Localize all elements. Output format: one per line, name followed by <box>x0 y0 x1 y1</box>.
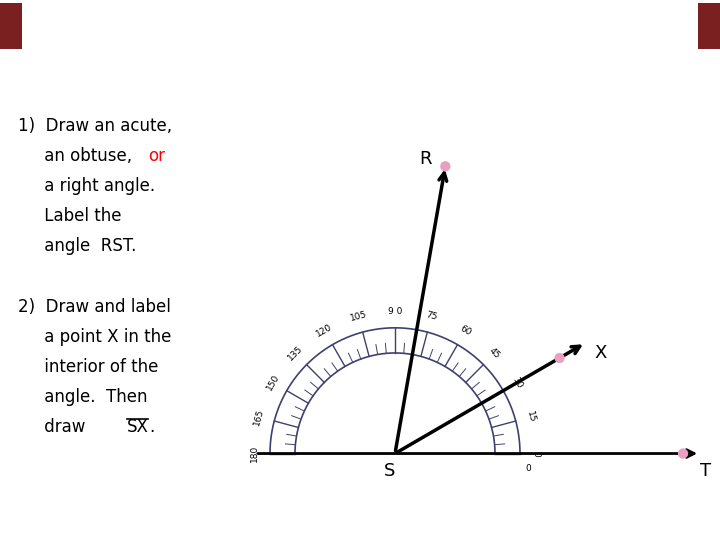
Point <box>440 162 451 171</box>
Text: 9 0: 9 0 <box>388 307 402 316</box>
Text: a point X in the: a point X in the <box>18 328 171 346</box>
Bar <box>698 3 720 49</box>
Text: 60: 60 <box>458 324 473 338</box>
Text: X: X <box>595 344 607 362</box>
Text: interior of the: interior of the <box>18 358 158 376</box>
Text: Label the: Label the <box>18 207 122 225</box>
Text: 2)  Draw and label: 2) Draw and label <box>18 298 171 316</box>
Text: 30: 30 <box>510 375 524 390</box>
Text: 15: 15 <box>526 410 537 423</box>
Text: a right angle.: a right angle. <box>18 177 155 195</box>
Text: 75: 75 <box>425 310 438 322</box>
Text: S: S <box>384 462 396 480</box>
Text: 120: 120 <box>315 322 334 339</box>
Text: 105: 105 <box>349 310 368 323</box>
Point <box>678 449 689 458</box>
Text: 1)  Draw an acute,: 1) Draw an acute, <box>18 117 172 134</box>
Text: T: T <box>701 462 711 480</box>
Text: 45: 45 <box>487 346 502 361</box>
Text: 180: 180 <box>250 445 258 462</box>
Text: The Angle Addition Postulate: The Angle Addition Postulate <box>212 17 508 35</box>
Text: 0: 0 <box>525 463 531 472</box>
Text: an obtuse,: an obtuse, <box>18 147 138 165</box>
Text: 150: 150 <box>265 373 281 393</box>
Bar <box>0 3 22 49</box>
Text: .: . <box>149 418 154 436</box>
Point <box>554 354 565 362</box>
Text: draw: draw <box>18 418 96 436</box>
Text: 0: 0 <box>531 451 541 456</box>
Text: or: or <box>148 147 165 165</box>
Text: 165: 165 <box>252 407 266 426</box>
Text: SX: SX <box>127 418 149 436</box>
Text: angle.  Then: angle. Then <box>18 388 148 406</box>
Text: 135: 135 <box>286 344 305 362</box>
Text: angle  RST.: angle RST. <box>18 237 136 255</box>
Text: R: R <box>419 150 431 168</box>
